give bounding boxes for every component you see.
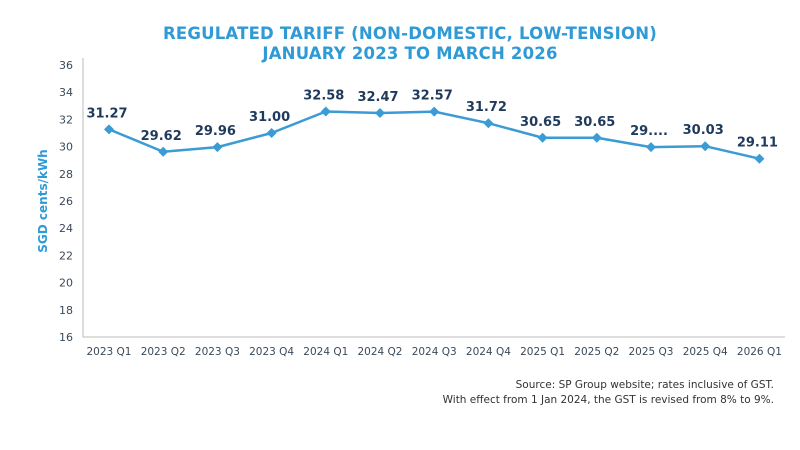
x-tick-label: 2025 Q1 <box>520 346 565 358</box>
x-tick-label: 2025 Q4 <box>683 346 728 358</box>
data-label: 29.96 <box>195 124 236 139</box>
data-point-marker <box>754 153 765 164</box>
x-tick-label: 2025 Q3 <box>628 346 673 358</box>
data-point-marker <box>429 106 440 117</box>
data-point-marker <box>375 108 385 119</box>
data-label: 30.65 <box>574 115 615 130</box>
y-tick-label: 24 <box>59 222 73 235</box>
y-tick-label: 32 <box>59 113 73 126</box>
data-point-marker <box>158 146 169 157</box>
x-tick-label: 2026 Q1 <box>737 346 782 358</box>
x-tick-label: 2024 Q1 <box>303 346 348 358</box>
y-tick-label: 16 <box>59 331 73 344</box>
data-label: 32.47 <box>357 90 398 105</box>
x-tick-label: 2023 Q1 <box>86 346 131 358</box>
x-tick-label: 2025 Q2 <box>574 346 619 358</box>
data-label: 31.00 <box>249 110 290 125</box>
data-label: 29.62 <box>141 129 182 144</box>
data-label: 31.27 <box>86 106 127 121</box>
data-label: 29.... <box>630 124 668 139</box>
data-label: 29.11 <box>737 136 778 151</box>
y-axis-label: SGD cents/kWh <box>36 149 50 252</box>
data-point-marker <box>591 132 602 143</box>
data-point-marker <box>104 124 114 135</box>
y-tick-label: 26 <box>59 195 73 208</box>
y-tick-label: 36 <box>59 59 73 72</box>
y-tick-label: 20 <box>59 277 73 290</box>
x-tick-label: 2023 Q3 <box>195 346 240 358</box>
y-tick-label: 28 <box>59 168 73 181</box>
chart-title: REGULATED TARIFF (NON-DOMESTIC, LOW-TENS… <box>0 24 800 64</box>
y-tick-label: 30 <box>59 141 73 154</box>
y-tick-label: 18 <box>59 304 73 317</box>
data-point-marker <box>212 142 223 153</box>
data-point-marker <box>266 128 277 138</box>
chart-title-line-1: REGULATED TARIFF (NON-DOMESTIC, LOW-TENS… <box>163 24 657 43</box>
source-note: Source: SP Group website; rates inclusiv… <box>443 378 774 408</box>
chart-title-line-2: JANUARY 2023 TO MARCH 2026 <box>262 44 558 63</box>
data-label: 30.65 <box>520 115 561 130</box>
x-tick-label: 2023 Q4 <box>249 346 294 358</box>
data-label: 30.03 <box>683 123 724 138</box>
data-point-marker <box>700 141 711 152</box>
data-point-marker <box>537 132 548 143</box>
y-tick-label: 34 <box>59 86 73 99</box>
data-label: 32.57 <box>412 89 453 104</box>
x-tick-label: 2024 Q3 <box>412 346 457 358</box>
data-point-marker <box>646 142 656 153</box>
source-line-1: Source: SP Group website; rates inclusiv… <box>515 379 774 391</box>
data-label: 31.72 <box>466 100 507 115</box>
source-line-2: With effect from 1 Jan 2024, the GST is … <box>442 394 774 406</box>
data-point-marker <box>483 118 494 129</box>
data-point-marker <box>320 106 331 117</box>
y-tick-label: 22 <box>59 249 73 262</box>
x-tick-label: 2023 Q2 <box>141 346 186 358</box>
x-tick-label: 2024 Q2 <box>357 346 402 358</box>
x-tick-label: 2024 Q4 <box>466 346 511 358</box>
data-label: 32.58 <box>303 89 344 104</box>
